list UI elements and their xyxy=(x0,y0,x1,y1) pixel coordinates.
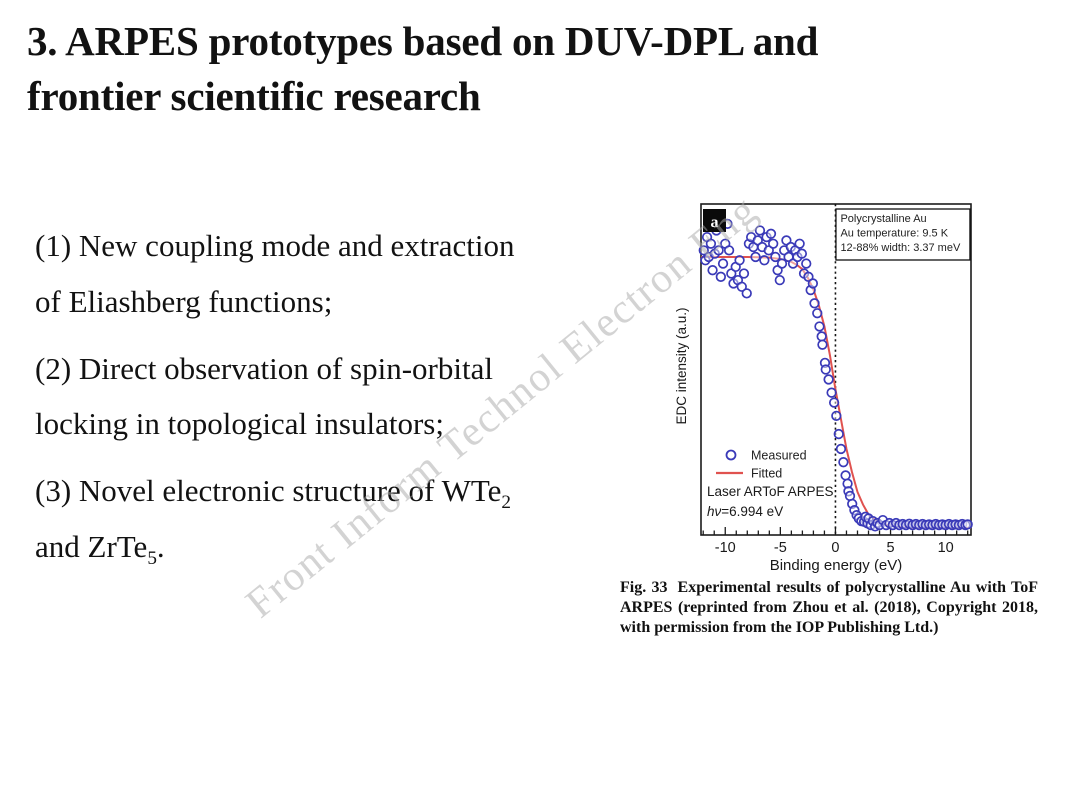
measured-point xyxy=(831,410,842,421)
legend-fitted-label: Fitted xyxy=(751,467,782,481)
measured-point xyxy=(734,255,745,266)
measured-point xyxy=(801,258,812,269)
measured-point xyxy=(833,428,844,440)
legend-instrument-label: Laser ARToF ARPES xyxy=(707,484,834,499)
measured-point xyxy=(765,228,777,239)
measured-point xyxy=(826,387,837,398)
measured-point xyxy=(741,288,752,299)
x-tick-label: 10 xyxy=(938,540,954,556)
caption-label: Fig. 33 xyxy=(620,579,668,596)
measured-point xyxy=(835,443,847,455)
measured-point xyxy=(823,374,834,385)
measured-point xyxy=(770,251,781,263)
measured-point xyxy=(698,245,709,256)
bullet-point-3: (3) Novel electronic structure of WTe2 an… xyxy=(35,473,511,570)
x-tick-label: -5 xyxy=(774,540,787,556)
measured-point xyxy=(816,331,827,342)
measured-point xyxy=(759,255,770,266)
measured-point xyxy=(794,238,805,249)
measured-point xyxy=(962,519,973,530)
figure-panel: Polycrystalline Au Au temperature: 9.5 K 1… xyxy=(620,196,1060,578)
x-axis-label: Binding energy (eV) xyxy=(770,557,903,574)
measured-point xyxy=(750,251,761,263)
bullet-list: (1) New coupling mode and extraction of E… xyxy=(35,218,630,586)
annotation-line: Au temperature: 9.5 K xyxy=(840,228,948,240)
measured-point xyxy=(840,470,851,481)
slide-title: 3. ARPES prototypes based on DUV-DPL and… xyxy=(27,18,819,119)
measured-point xyxy=(707,265,718,276)
measured-point xyxy=(717,258,729,269)
x-tick-label: -10 xyxy=(715,540,736,556)
measured-point xyxy=(828,397,840,408)
measured-point xyxy=(774,274,785,286)
bullet-point-1: (1) New coupling mode and extraction of E… xyxy=(35,228,515,319)
panel-label: a xyxy=(711,214,719,231)
y-axis-label: EDC intensity (a.u.) xyxy=(674,307,689,424)
measured-point xyxy=(796,248,807,259)
annotation-box xyxy=(835,208,971,261)
measured-point xyxy=(814,321,825,332)
figure-caption: Fig. 33 Experimental results of polycryst… xyxy=(620,578,1038,638)
panel-label-box xyxy=(703,209,726,232)
measured-point xyxy=(842,478,853,489)
caption-text: Experimental results of polycrystalline … xyxy=(620,579,1039,637)
measured-point xyxy=(812,308,823,319)
measured-point xyxy=(807,278,819,289)
measured-point xyxy=(713,245,724,256)
measured-point xyxy=(723,245,735,256)
x-tick-label: 0 xyxy=(831,540,839,556)
legend-measured-label: Measured xyxy=(751,449,807,463)
measured-point xyxy=(776,258,788,269)
legend-photon-energy-label: hν=6.994 eV xyxy=(707,504,783,519)
annotation-line: 12-88% width: 3.37 meV xyxy=(840,242,961,254)
measured-point xyxy=(738,268,750,279)
measured-point xyxy=(838,457,849,468)
legend-measured-marker xyxy=(725,449,737,461)
measured-point xyxy=(736,281,747,292)
measured-point xyxy=(754,225,766,236)
measured-point xyxy=(820,364,831,375)
measured-point xyxy=(715,271,726,282)
annotation-line: Polycrystalline Au xyxy=(840,213,926,225)
x-tick-label: 5 xyxy=(887,540,895,556)
bullet-point-2: (2) Direct observation of spin-orbital lo… xyxy=(35,350,493,442)
measured-point xyxy=(809,298,820,309)
measured-point xyxy=(817,339,828,350)
measured-point xyxy=(849,505,860,516)
edc-intensity-plot: Polycrystalline Au Au temperature: 9.5 K 1… xyxy=(674,203,973,574)
measured-point xyxy=(768,238,779,249)
measured-point xyxy=(705,238,717,249)
